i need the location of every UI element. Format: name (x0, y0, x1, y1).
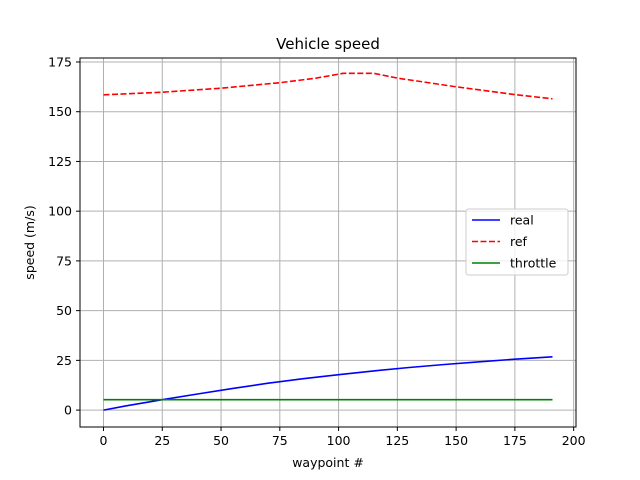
x-tick-label: 0 (100, 433, 108, 448)
x-tick-label: 125 (385, 433, 409, 448)
y-tick-label: 75 (56, 253, 72, 268)
y-tick-label: 150 (48, 104, 72, 119)
chart-title: Vehicle speed (276, 35, 380, 53)
x-tick-label: 25 (154, 433, 170, 448)
x-tick-label: 75 (272, 433, 288, 448)
ticks: 0 25 50 75 100 125 150 175 200 0 25 50 75 100 125 150 17… (48, 54, 585, 448)
x-tick-label: 175 (503, 433, 527, 448)
y-tick-label: 175 (48, 54, 72, 69)
plot-lines (103, 72, 553, 411)
x-tick-label: 50 (213, 433, 229, 448)
x-tick-label: 200 (562, 433, 586, 448)
axes-frame (79, 57, 577, 428)
x-tick-label: 150 (444, 433, 468, 448)
x-tick-label: 100 (327, 433, 351, 448)
y-tick-label: 25 (56, 353, 72, 368)
series-line-ref (103, 72, 553, 100)
y-tick-label: 100 (48, 204, 72, 219)
legend-label-real: real (510, 213, 534, 228)
legend: real ref throttle (465, 208, 569, 276)
y-tick-label: 0 (64, 403, 72, 418)
y-tick-label: 50 (56, 303, 72, 318)
legend-label-ref: ref (510, 234, 528, 249)
series-line-real (103, 356, 553, 411)
legend-box (465, 208, 569, 276)
y-axis-label: speed (m/s) (22, 205, 37, 279)
x-axis-label: waypoint # (292, 455, 364, 470)
legend-label-throttle: throttle (510, 256, 557, 271)
y-tick-label: 125 (48, 154, 72, 169)
